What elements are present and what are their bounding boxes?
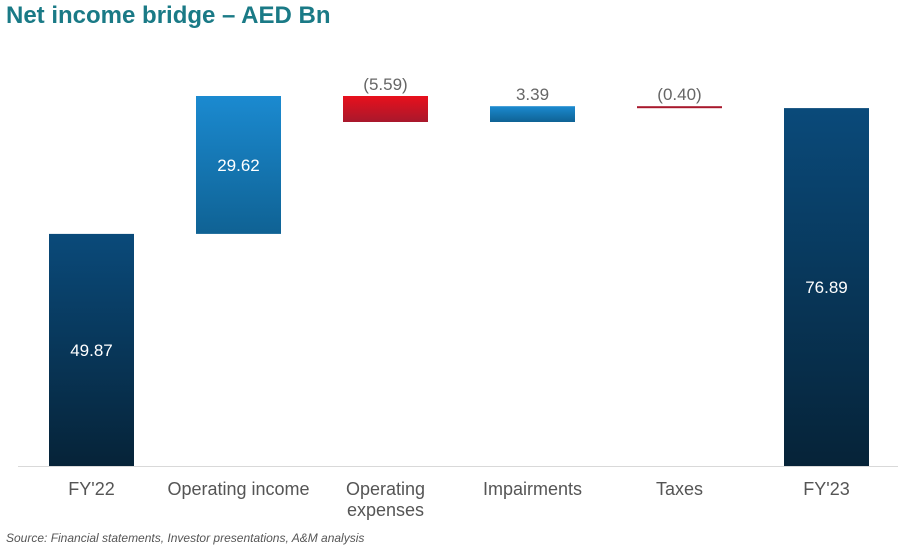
bar-2 [343,96,428,122]
value-label-4: (0.40) [657,85,701,104]
value-label-1: 29.62 [217,156,260,175]
bars-group [49,96,869,466]
chart-title: Net income bridge – AED Bn [6,2,331,29]
category-label-4: Taxes [656,479,703,499]
category-label-5: FY'23 [803,479,849,499]
labels-group: 49.87 FY'22 29.62 Operating income (5.59) Ope… [68,75,849,520]
bar-3 [490,106,575,122]
category-label-0: FY'22 [68,479,114,499]
category-label-1: Operating income [167,479,309,499]
bar-1 [196,96,281,234]
category-label-3: Impairments [483,479,582,499]
bar-0 [49,233,134,466]
category-label-2: Operating expenses [346,479,425,520]
value-label-2: (5.59) [363,75,407,94]
value-label-3: 3.39 [516,85,549,104]
source-note: Source: Financial statements, Investor p… [6,531,365,545]
bar-4 [637,106,722,109]
value-label-0: 49.87 [70,341,113,360]
bar-5 [784,108,869,466]
value-label-5: 76.89 [805,278,848,297]
